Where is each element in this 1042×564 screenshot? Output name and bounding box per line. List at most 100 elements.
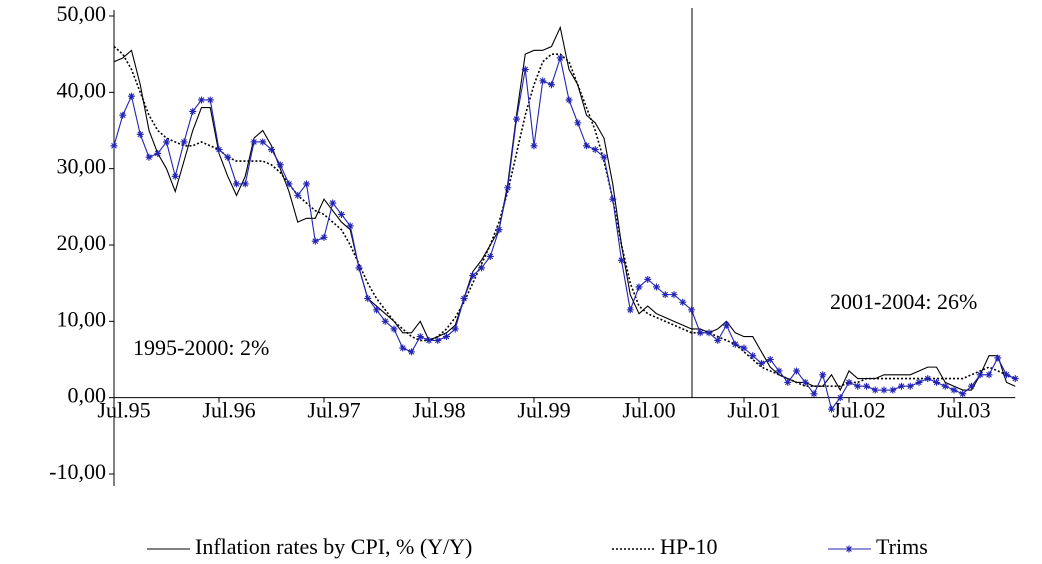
data-point — [460, 294, 468, 302]
data-point — [381, 317, 389, 325]
data-point — [303, 180, 310, 188]
data-point — [854, 382, 862, 390]
data-point — [136, 130, 144, 138]
x-tick-label: Jul.98 — [412, 398, 465, 423]
data-point — [548, 81, 555, 89]
data-point — [434, 336, 442, 344]
data-point — [583, 142, 590, 150]
data-point — [793, 367, 800, 375]
data-point — [933, 378, 940, 386]
data-point — [679, 298, 687, 306]
data-point — [880, 386, 888, 394]
x-tick-label: Jul.97 — [307, 398, 360, 423]
data-point — [513, 115, 520, 123]
data-point — [591, 146, 599, 154]
data-point — [294, 191, 302, 199]
data-point — [670, 291, 678, 299]
data-point — [539, 77, 547, 85]
data-point — [688, 306, 695, 314]
data-point — [469, 272, 477, 280]
data-point — [425, 336, 433, 344]
data-point — [320, 233, 328, 241]
x-tick-label: Jul.01 — [727, 398, 780, 423]
data-point — [845, 378, 853, 386]
data-point — [478, 264, 485, 272]
series-line — [113, 45, 1016, 388]
data-point — [521, 65, 529, 73]
data-point — [740, 344, 748, 352]
legend-label: Trims — [876, 534, 928, 559]
data-point — [609, 195, 617, 203]
data-point — [574, 119, 582, 127]
data-point — [976, 371, 984, 379]
data-point — [224, 153, 232, 161]
data-point — [749, 352, 757, 360]
data-point — [626, 306, 634, 314]
data-point — [486, 252, 494, 260]
data-point — [346, 222, 354, 230]
data-point — [810, 390, 818, 398]
data-point — [915, 378, 923, 386]
data-point — [250, 138, 258, 146]
data-point — [705, 329, 713, 337]
data-point — [180, 138, 188, 146]
data-point — [198, 96, 205, 104]
data-point — [241, 180, 249, 188]
data-point — [661, 291, 669, 299]
data-point — [163, 138, 170, 146]
x-tick-label: Jul.02 — [832, 398, 885, 423]
data-point — [714, 336, 722, 344]
data-point — [801, 378, 809, 386]
data-point — [766, 356, 774, 363]
data-point — [959, 390, 967, 398]
data-point — [285, 180, 293, 188]
data-point — [618, 256, 625, 264]
data-point — [399, 344, 407, 352]
data-point — [600, 153, 608, 161]
data-point — [373, 306, 380, 314]
y-tick-label: 50,00 — [57, 1, 107, 26]
data-point — [530, 142, 538, 150]
data-point — [311, 237, 319, 245]
data-point — [171, 172, 179, 180]
legend-label: Inflation rates by CPI, % (Y/Y) — [195, 534, 472, 559]
data-point — [731, 340, 739, 348]
x-tick-label: Jul.96 — [202, 398, 255, 423]
data-point — [758, 359, 765, 367]
data-point — [653, 283, 660, 291]
data-point — [451, 325, 459, 333]
data-point — [775, 367, 783, 375]
y-tick-label: -10,00 — [49, 459, 106, 484]
annotation: 1995-2000: 2% — [133, 335, 269, 360]
annotation: 2001-2004: 26% — [830, 289, 977, 314]
data-point — [189, 107, 197, 115]
data-point — [565, 96, 573, 104]
data-point — [941, 382, 949, 390]
data-point — [276, 161, 284, 169]
data-point — [906, 382, 914, 390]
data-point — [635, 283, 643, 291]
data-point — [1011, 375, 1019, 383]
data-point — [259, 138, 267, 146]
data-point — [504, 184, 512, 192]
x-tick-label: Jul.00 — [622, 398, 675, 423]
data-point — [154, 149, 162, 157]
x-tick-label: Jul.95 — [97, 398, 150, 423]
legend-label: HP-10 — [660, 534, 717, 559]
x-tick-label: Jul.03 — [937, 398, 990, 423]
data-point — [364, 294, 372, 302]
y-tick-label: 30,00 — [57, 154, 107, 179]
x-tick-label: Jul.99 — [517, 398, 570, 423]
data-point — [898, 382, 905, 390]
data-point — [145, 153, 153, 161]
data-point — [215, 146, 223, 154]
y-tick-label: 0,00 — [68, 383, 107, 408]
data-point — [723, 321, 730, 329]
data-point — [871, 386, 879, 394]
data-point — [495, 226, 503, 234]
data-point — [329, 199, 337, 207]
y-tick-label: 40,00 — [57, 77, 107, 102]
data-point — [408, 348, 415, 356]
data-point — [390, 325, 398, 333]
